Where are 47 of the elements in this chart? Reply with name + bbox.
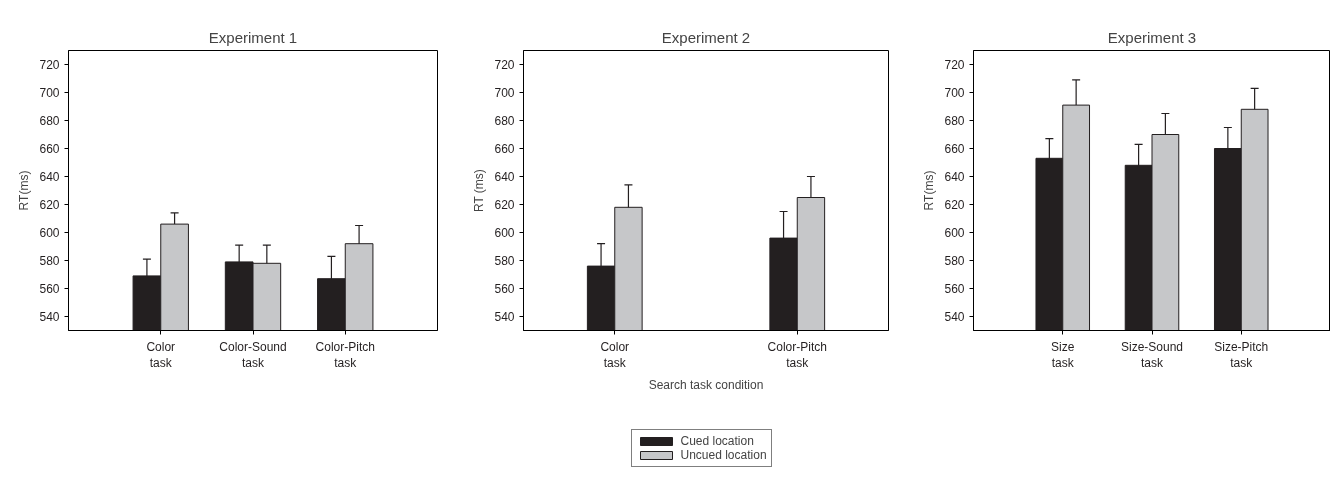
y-axis-title: RT(ms) [17, 170, 32, 211]
y-tick-label: 720 [494, 58, 515, 72]
y-tick-label: 700 [39, 86, 60, 100]
legend-label: Cued location [680, 434, 754, 448]
y-tick-label: 640 [494, 170, 515, 184]
y-tick-label: 700 [494, 86, 515, 100]
y-axis-title: RT (ms) [472, 169, 487, 213]
y-tick-label: 540 [39, 310, 60, 324]
y-tick-label: 660 [494, 142, 515, 156]
chart-title: Experiment 2 [661, 28, 751, 46]
x-axis-title: Search task condition [648, 378, 764, 393]
x-tick-label: Color task [600, 339, 630, 371]
y-tick-label: 680 [494, 114, 515, 128]
x-tick-label: Color-Pitch task [315, 339, 375, 371]
y-tick-label: 600 [39, 226, 60, 240]
x-tick-label: Size-Sound task [1120, 339, 1184, 371]
chart-title: Experiment 1 [208, 28, 298, 46]
y-tick-label: 640 [39, 170, 60, 184]
y-tick-label: 680 [39, 114, 60, 128]
y-axis-title: RT(ms) [922, 170, 937, 211]
x-tick-label: Color-Sound task [219, 339, 287, 371]
x-tick-label: Color task [146, 339, 176, 371]
y-tick-label: 560 [39, 282, 60, 296]
y-tick-label: 540 [494, 310, 515, 324]
x-tick-label: Size task [1051, 339, 1075, 371]
y-tick-label: 600 [944, 226, 965, 240]
y-tick-label: 540 [944, 310, 965, 324]
y-tick-label: 720 [944, 58, 965, 72]
y-tick-label: 560 [494, 282, 515, 296]
y-tick-label: 700 [944, 86, 965, 100]
chart-title: Experiment 3 [1107, 28, 1197, 46]
x-tick-label: Color-Pitch task [767, 339, 827, 371]
y-tick-label: 580 [494, 254, 515, 268]
y-tick-label: 620 [944, 198, 965, 212]
x-tick-label: Size-Pitch task [1214, 339, 1269, 371]
y-tick-label: 580 [39, 254, 60, 268]
y-tick-label: 560 [944, 282, 965, 296]
y-tick-label: 660 [39, 142, 60, 156]
y-tick-label: 660 [944, 142, 965, 156]
y-tick-label: 680 [944, 114, 965, 128]
y-tick-label: 620 [494, 198, 515, 212]
y-tick-label: 640 [944, 170, 965, 184]
y-tick-label: 600 [494, 226, 515, 240]
y-tick-label: 720 [39, 58, 60, 72]
y-tick-label: 620 [39, 198, 60, 212]
y-tick-label: 580 [944, 254, 965, 268]
legend-label: Uncued location [680, 448, 767, 462]
